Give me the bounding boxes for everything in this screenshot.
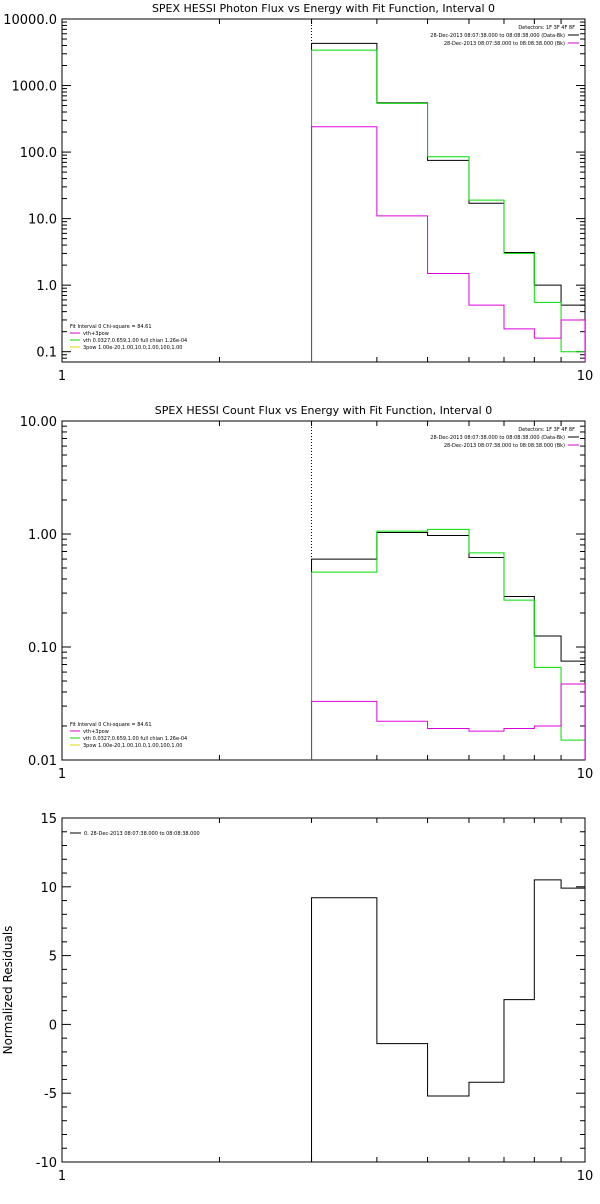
y-tick-label: 10.00 [20,415,57,430]
fit-legend-entry: 3pow 1.00e-20,1.00,10.0,1.00,100,1.00 [83,345,183,351]
y-tick-label: 10.0 [28,213,57,228]
y-tick-label: 100.0 [20,146,57,161]
legend-header: Detectors: 1F 3F 4F 8F [518,25,575,31]
chart-panel-2: SPEX HESSI Count Flux vs Energy with Fit… [20,404,593,782]
plot-frame [61,420,586,761]
chart-panel-3: Normalized Residuals 1 10 -10 -5 0 5 10 15 0. 28-… [1,812,593,1184]
legend-header: Detectors: 1F 3F 4F 8F [518,427,575,433]
y-tick-label: 1.00 [28,528,57,543]
legend-entry: 28-Dec-2013 08:07:38.000 to 08:08:38.000… [444,41,565,47]
y-tick-label: -5 [44,1087,57,1102]
step-series-1 [311,879,585,1162]
fit-legend-entry: vth+3pow [83,729,109,735]
plot-data [311,421,585,760]
fit-legend-header: Fit Interval 0 Chi-square = 84.61 [70,324,152,330]
x-tick-label: 1 [58,1169,66,1184]
y-tick-label: 10000.0 [3,13,57,28]
legend-entry: 28-Dec-2013 08:07:38.000 to 08:08:38.000… [430,33,565,39]
y-axis-label: Normalized Residuals [1,926,15,1055]
x-tick-label: 10 [577,369,594,384]
legend-entry: 0. 28-Dec-2013 08:07:38.000 to 08:08:38.… [84,831,200,837]
x-tick-label: 10 [577,1169,594,1184]
legend-entry: 28-Dec-2013 08:07:38.000 to 08:08:38.000… [430,435,565,441]
chart-panel-1: SPEX HESSI Photon Flux vs Energy with Fi… [3,2,593,384]
step-series-3 [311,126,585,362]
step-series-3 [311,683,585,760]
plot-data [311,879,585,1162]
legend-entry: 28-Dec-2013 08:07:38.000 to 08:08:38.000… [444,443,565,449]
y-tick-label: 0.1 [36,346,57,361]
y-tick-label: 15 [40,812,57,827]
chart-title: SPEX HESSI Count Flux vs Energy with Fit… [155,404,492,417]
y-tick-label: 0.10 [28,641,57,656]
x-tick-label: 10 [577,767,594,782]
y-tick-label: 1.0 [36,279,57,294]
y-tick-label: 0 [49,1018,57,1033]
y-tick-label: 0.01 [28,754,57,769]
step-series-2 [311,49,585,362]
y-tick-label: -10 [36,1156,57,1171]
fit-legend-entry: vth+3pow [83,331,109,337]
y-tick-label: 5 [49,950,57,965]
plot-frame [61,817,586,1163]
y-tick-label: 10 [40,881,57,896]
fit-legend-entry: vth 0.0327,0.659,1.00 full chian 1.26e-0… [83,338,187,344]
step-series-2 [311,528,585,760]
step-series-1 [311,42,585,362]
fit-legend-header: Fit Interval 0 Chi-square = 84.61 [70,722,152,728]
y-tick-label: 1000.0 [12,80,58,95]
plot-data [311,19,585,362]
chart-title: SPEX HESSI Photon Flux vs Energy with Fi… [152,2,495,15]
fit-legend-entry: vth 0.0327,0.659,1.00 full chian 1.26e-0… [83,736,187,742]
x-tick-label: 1 [58,369,66,384]
x-tick-label: 1 [58,767,66,782]
plot-frame [61,18,586,363]
fit-legend-entry: 3pow 1.00e-20,1.00,10.0,1.00,100,1.00 [83,743,183,749]
